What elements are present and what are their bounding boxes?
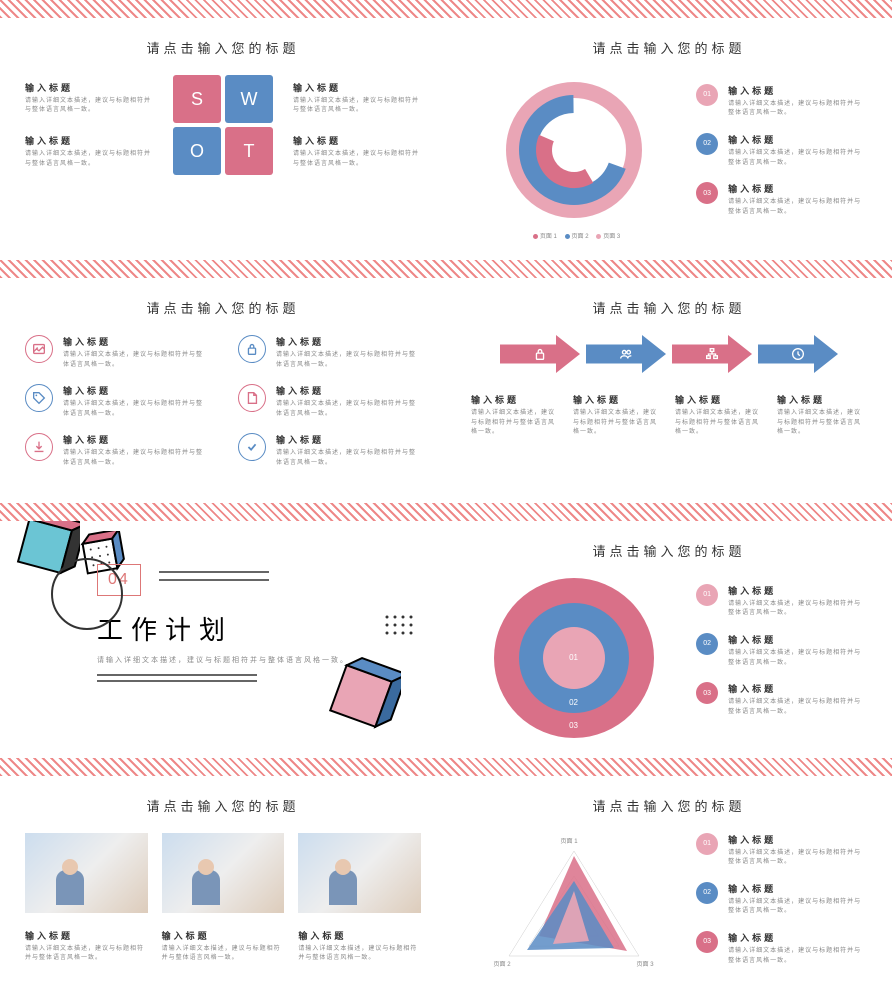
lines-decoration — [159, 568, 269, 588]
swot-w: W — [225, 75, 273, 123]
lock-icon — [238, 335, 266, 363]
subdesc: 请输入详细文本描述，建议与标题相符并与整体语言风格一致。 — [293, 97, 421, 116]
badge-03: 03 — [696, 182, 718, 204]
slide-title: 请点击输入您的标题 — [471, 38, 867, 57]
concentric-panel: 请点击输入您的标题 03 02 01 01输入标题请输入详细文本描述，建议与标题… — [446, 521, 892, 758]
list-item: 01 输入标题请输入详细文本描述，建议与标题相符并与整体语言风格一致。 — [696, 84, 867, 119]
photo-placeholder — [298, 833, 421, 913]
dots-decoration — [381, 611, 421, 651]
arrow-text: 输入标题请输入详细文本描述，建议与标题相符并与整体语言风格一致。 — [777, 393, 867, 438]
photos-panel: 请点击输入您的标题 输入标题请输入详细文本描述，建议与标题相符并与整体语言风格一… — [0, 776, 446, 1000]
photo-row — [25, 833, 421, 913]
stripe-divider — [0, 260, 892, 278]
slide-title: 请点击输入您的标题 — [471, 541, 867, 560]
arrow-row — [471, 335, 867, 373]
stripe-divider — [0, 503, 892, 521]
arrow-text: 输入标题请输入详细文本描述，建议与标题相符并与整体语言风格一致。 — [471, 393, 561, 438]
photo-placeholder — [25, 833, 148, 913]
slide-title: 请点击输入您的标题 — [25, 796, 421, 815]
slide-title: 请点击输入您的标题 — [25, 298, 421, 317]
arrows-panel: 请点击输入您的标题 输入标题请输入详细文本描述，建议与标题相符并与整体语言风格一… — [446, 278, 892, 503]
slide-title: 请点击输入您的标题 — [25, 38, 421, 57]
donut-chart — [499, 75, 649, 225]
icon-list-item: 输入标题请输入详细文本描述，建议与标题相符并与整体语言风格一致。 — [238, 433, 421, 468]
arrow-step — [672, 335, 752, 373]
arrow-step — [500, 335, 580, 373]
radar-panel: 请点击输入您的标题 页面 1 页面 2 页面 3 — [446, 776, 892, 1000]
subtitle: 输入标题 — [293, 81, 421, 94]
arrow-step — [758, 335, 838, 373]
slide-row-2: 请点击输入您的标题 输入标题请输入详细文本描述，建议与标题相符并与整体语言风格一… — [0, 278, 892, 503]
arrow-step — [586, 335, 666, 373]
section-title-panel: 04 工作计划 请输入详细文本描述，建议与标题相符并与整体语言风格一致。 — [0, 521, 446, 731]
slide-title: 请点击输入您的标题 — [471, 796, 867, 815]
photo-placeholder — [162, 833, 285, 913]
icon-list-item: 输入标题请输入详细文本描述，建议与标题相符并与整体语言风格一致。 — [238, 384, 421, 419]
swot-grid: S W O T — [173, 75, 273, 175]
arrow-text: 输入标题请输入详细文本描述，建议与标题相符并与整体语言风格一致。 — [675, 393, 765, 438]
tag-icon — [25, 384, 53, 412]
file-icon — [238, 384, 266, 412]
arrow-text: 输入标题请输入详细文本描述，建议与标题相符并与整体语言风格一致。 — [573, 393, 663, 438]
donut-legend: 页面 1 页面 2 页面 3 — [471, 231, 676, 240]
subdesc: 请输入详细文本描述，建议与标题相符并与整体语言风格一致。 — [293, 150, 421, 169]
icon-list-item: 输入标题请输入详细文本描述，建议与标题相符并与整体语言风格一致。 — [25, 384, 208, 419]
slide-row-4: 请点击输入您的标题 输入标题请输入详细文本描述，建议与标题相符并与整体语言风格一… — [0, 776, 892, 1000]
concentric-chart: 03 02 01 — [494, 578, 654, 738]
badge-02: 02 — [696, 133, 718, 155]
swot-s: S — [173, 75, 221, 123]
icon-list-item: 输入标题请输入详细文本描述，建议与标题相符并与整体语言风格一致。 — [25, 335, 208, 370]
donut-panel: 请点击输入您的标题 页面 1 页面 2 页面 3 01 — [446, 18, 892, 260]
stripe-divider — [0, 0, 892, 18]
radar-chart: 页面 1 页面 2 页面 3 — [499, 836, 649, 976]
circle-decoration — [37, 544, 137, 644]
subdesc: 请输入详细文本描述，建议与标题相符并与整体语言风格一致。 — [25, 97, 153, 116]
icon-list-item: 输入标题请输入详细文本描述，建议与标题相符并与整体语言风格一致。 — [25, 433, 208, 468]
swot-t: T — [225, 127, 273, 175]
image-icon — [25, 335, 53, 363]
swot-panel: 请点击输入您的标题 输入标题 请输入详细文本描述，建议与标题相符并与整体语言风格… — [0, 18, 446, 260]
check-icon — [238, 433, 266, 461]
subtitle: 输入标题 — [293, 134, 421, 147]
icon-list-item: 输入标题请输入详细文本描述，建议与标题相符并与整体语言风格一致。 — [238, 335, 421, 370]
subdesc: 请输入详细文本描述，建议与标题相符并与整体语言风格一致。 — [25, 150, 153, 169]
badge-01: 01 — [696, 84, 718, 106]
slide-row-3: 04 工作计划 请输入详细文本描述，建议与标题相符并与整体语言风格一致。 请点击… — [0, 521, 892, 758]
section-desc: 请输入详细文本描述，建议与标题相符并与整体语言风格一致。 — [97, 655, 349, 665]
swot-o: O — [173, 127, 221, 175]
list-item: 02 输入标题请输入详细文本描述，建议与标题相符并与整体语言风格一致。 — [696, 133, 867, 168]
slide-row-1: 请点击输入您的标题 输入标题 请输入详细文本描述，建议与标题相符并与整体语言风格… — [0, 18, 892, 260]
subtitle: 输入标题 — [25, 81, 153, 94]
download-icon — [25, 433, 53, 461]
subtitle: 输入标题 — [25, 134, 153, 147]
stripe-divider — [0, 758, 892, 776]
slide-title: 请点击输入您的标题 — [471, 298, 867, 317]
lines-decoration — [97, 673, 257, 683]
icon-list-panel: 请点击输入您的标题 输入标题请输入详细文本描述，建议与标题相符并与整体语言风格一… — [0, 278, 446, 503]
list-item: 03 输入标题请输入详细文本描述，建议与标题相符并与整体语言风格一致。 — [696, 182, 867, 217]
